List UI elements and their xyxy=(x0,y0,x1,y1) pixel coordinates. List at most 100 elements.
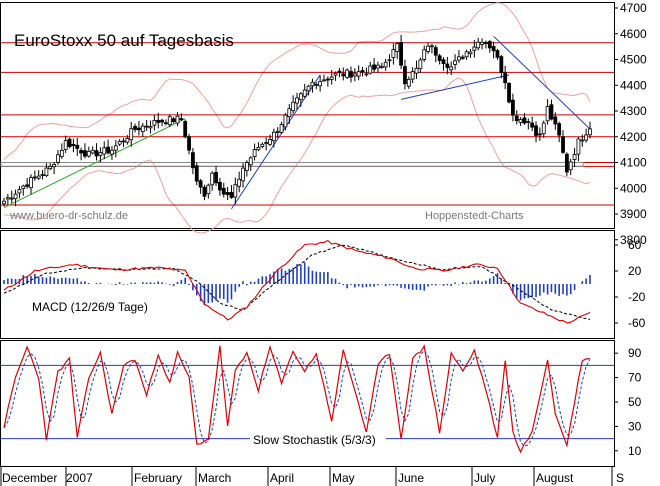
price-tick-label: 3900 xyxy=(620,207,647,221)
candle-body xyxy=(526,121,531,123)
candle-body xyxy=(480,41,484,45)
candle-body xyxy=(32,176,37,179)
candle-body xyxy=(360,70,365,73)
price-tick-label: 4400 xyxy=(620,78,647,92)
candle-body xyxy=(426,45,430,52)
candle-body xyxy=(333,73,338,76)
candle-body xyxy=(36,175,41,179)
candle-body xyxy=(464,51,469,58)
candle-body xyxy=(110,149,114,155)
candle-body xyxy=(198,180,203,188)
candle-body xyxy=(395,43,400,52)
candle-body xyxy=(79,150,84,154)
macd-label: MACD (12/26/9 Tage) xyxy=(32,300,148,314)
candle-body xyxy=(52,164,57,168)
candle-body xyxy=(503,72,508,84)
stochastic-tick-label: 50 xyxy=(628,395,642,409)
candle-body xyxy=(287,108,292,118)
source-watermark-right: Hoppenstedt-Charts xyxy=(425,210,524,222)
macd-tick-label: 20 xyxy=(628,264,642,278)
candle-body xyxy=(152,120,157,126)
candle-body xyxy=(59,149,64,157)
candle-body xyxy=(406,78,411,87)
candle-body xyxy=(414,67,419,74)
candle-body xyxy=(56,154,60,163)
candle-body xyxy=(233,184,238,198)
candle-body xyxy=(2,200,6,205)
x-tick-label: June xyxy=(398,471,424,485)
candle-body xyxy=(129,128,134,141)
candle-body xyxy=(229,192,234,198)
macd-signal-line xyxy=(3,244,591,320)
candle-body xyxy=(156,119,161,123)
candle-body xyxy=(225,192,230,195)
candle-body xyxy=(468,51,473,55)
candle-body xyxy=(206,184,211,195)
candle-body xyxy=(318,81,323,87)
candle-body xyxy=(187,136,191,151)
support-box xyxy=(0,162,584,167)
candle-body xyxy=(430,45,434,48)
candle-body xyxy=(457,56,461,61)
candle-body xyxy=(268,139,272,145)
candle-body xyxy=(117,141,122,145)
candle-body xyxy=(510,99,515,116)
candle-body xyxy=(507,82,511,103)
candle-body xyxy=(329,76,334,80)
x-tick-label: July xyxy=(474,471,495,485)
candle-body xyxy=(137,127,141,131)
candle-body xyxy=(387,59,392,62)
candle-body xyxy=(144,125,149,128)
candle-body xyxy=(518,119,523,123)
x-tick-label: March xyxy=(198,471,231,485)
candle-body xyxy=(125,138,130,143)
candle-body xyxy=(472,46,477,51)
candle-body xyxy=(160,119,164,123)
candle-body xyxy=(476,41,481,49)
bollinger-lower xyxy=(3,77,591,234)
candle-body xyxy=(534,125,538,136)
candle-body xyxy=(530,122,535,128)
candle-body xyxy=(487,41,492,49)
price-tick-label: 4000 xyxy=(620,181,647,195)
candle-body xyxy=(279,124,284,133)
candle-body xyxy=(210,172,215,186)
candle-body xyxy=(67,138,72,148)
candle-body xyxy=(295,97,299,104)
x-tick-label: May xyxy=(332,471,355,485)
candle-body xyxy=(495,50,500,58)
candle-body xyxy=(13,193,18,200)
candle-body xyxy=(248,157,253,166)
candle-body xyxy=(441,59,446,64)
stochastic-label: Slow Stochastik (5/3/3) xyxy=(253,433,376,447)
candle-body xyxy=(453,60,457,65)
trendline-green xyxy=(3,118,186,209)
candle-body xyxy=(352,73,357,77)
candle-body xyxy=(484,42,488,44)
panel-frame-2 xyxy=(0,340,615,467)
candle-body xyxy=(298,93,303,101)
x-tick-label: December xyxy=(2,471,57,485)
candle-body xyxy=(191,152,195,169)
candle-body xyxy=(241,167,245,182)
candle-body xyxy=(437,55,442,61)
panel-frame-0 xyxy=(0,2,615,229)
candle-body xyxy=(322,79,326,82)
candle-body xyxy=(98,152,103,156)
candle-body xyxy=(202,186,207,197)
candle-body xyxy=(83,150,87,157)
candle-body xyxy=(171,118,176,123)
candle-body xyxy=(376,64,380,69)
candle-body xyxy=(337,70,342,74)
candle-body xyxy=(86,150,91,157)
candle-body xyxy=(379,66,384,68)
candle-body xyxy=(264,142,269,144)
candle-body xyxy=(133,126,137,130)
price-tick-label: 3800 xyxy=(620,233,647,247)
price-tick-label: 4300 xyxy=(620,104,647,118)
candle-body xyxy=(314,83,319,86)
candle-body xyxy=(491,46,496,52)
candle-body xyxy=(564,153,569,173)
stochastic-k-line xyxy=(3,344,591,454)
macd-tick-label: -20 xyxy=(628,290,646,304)
